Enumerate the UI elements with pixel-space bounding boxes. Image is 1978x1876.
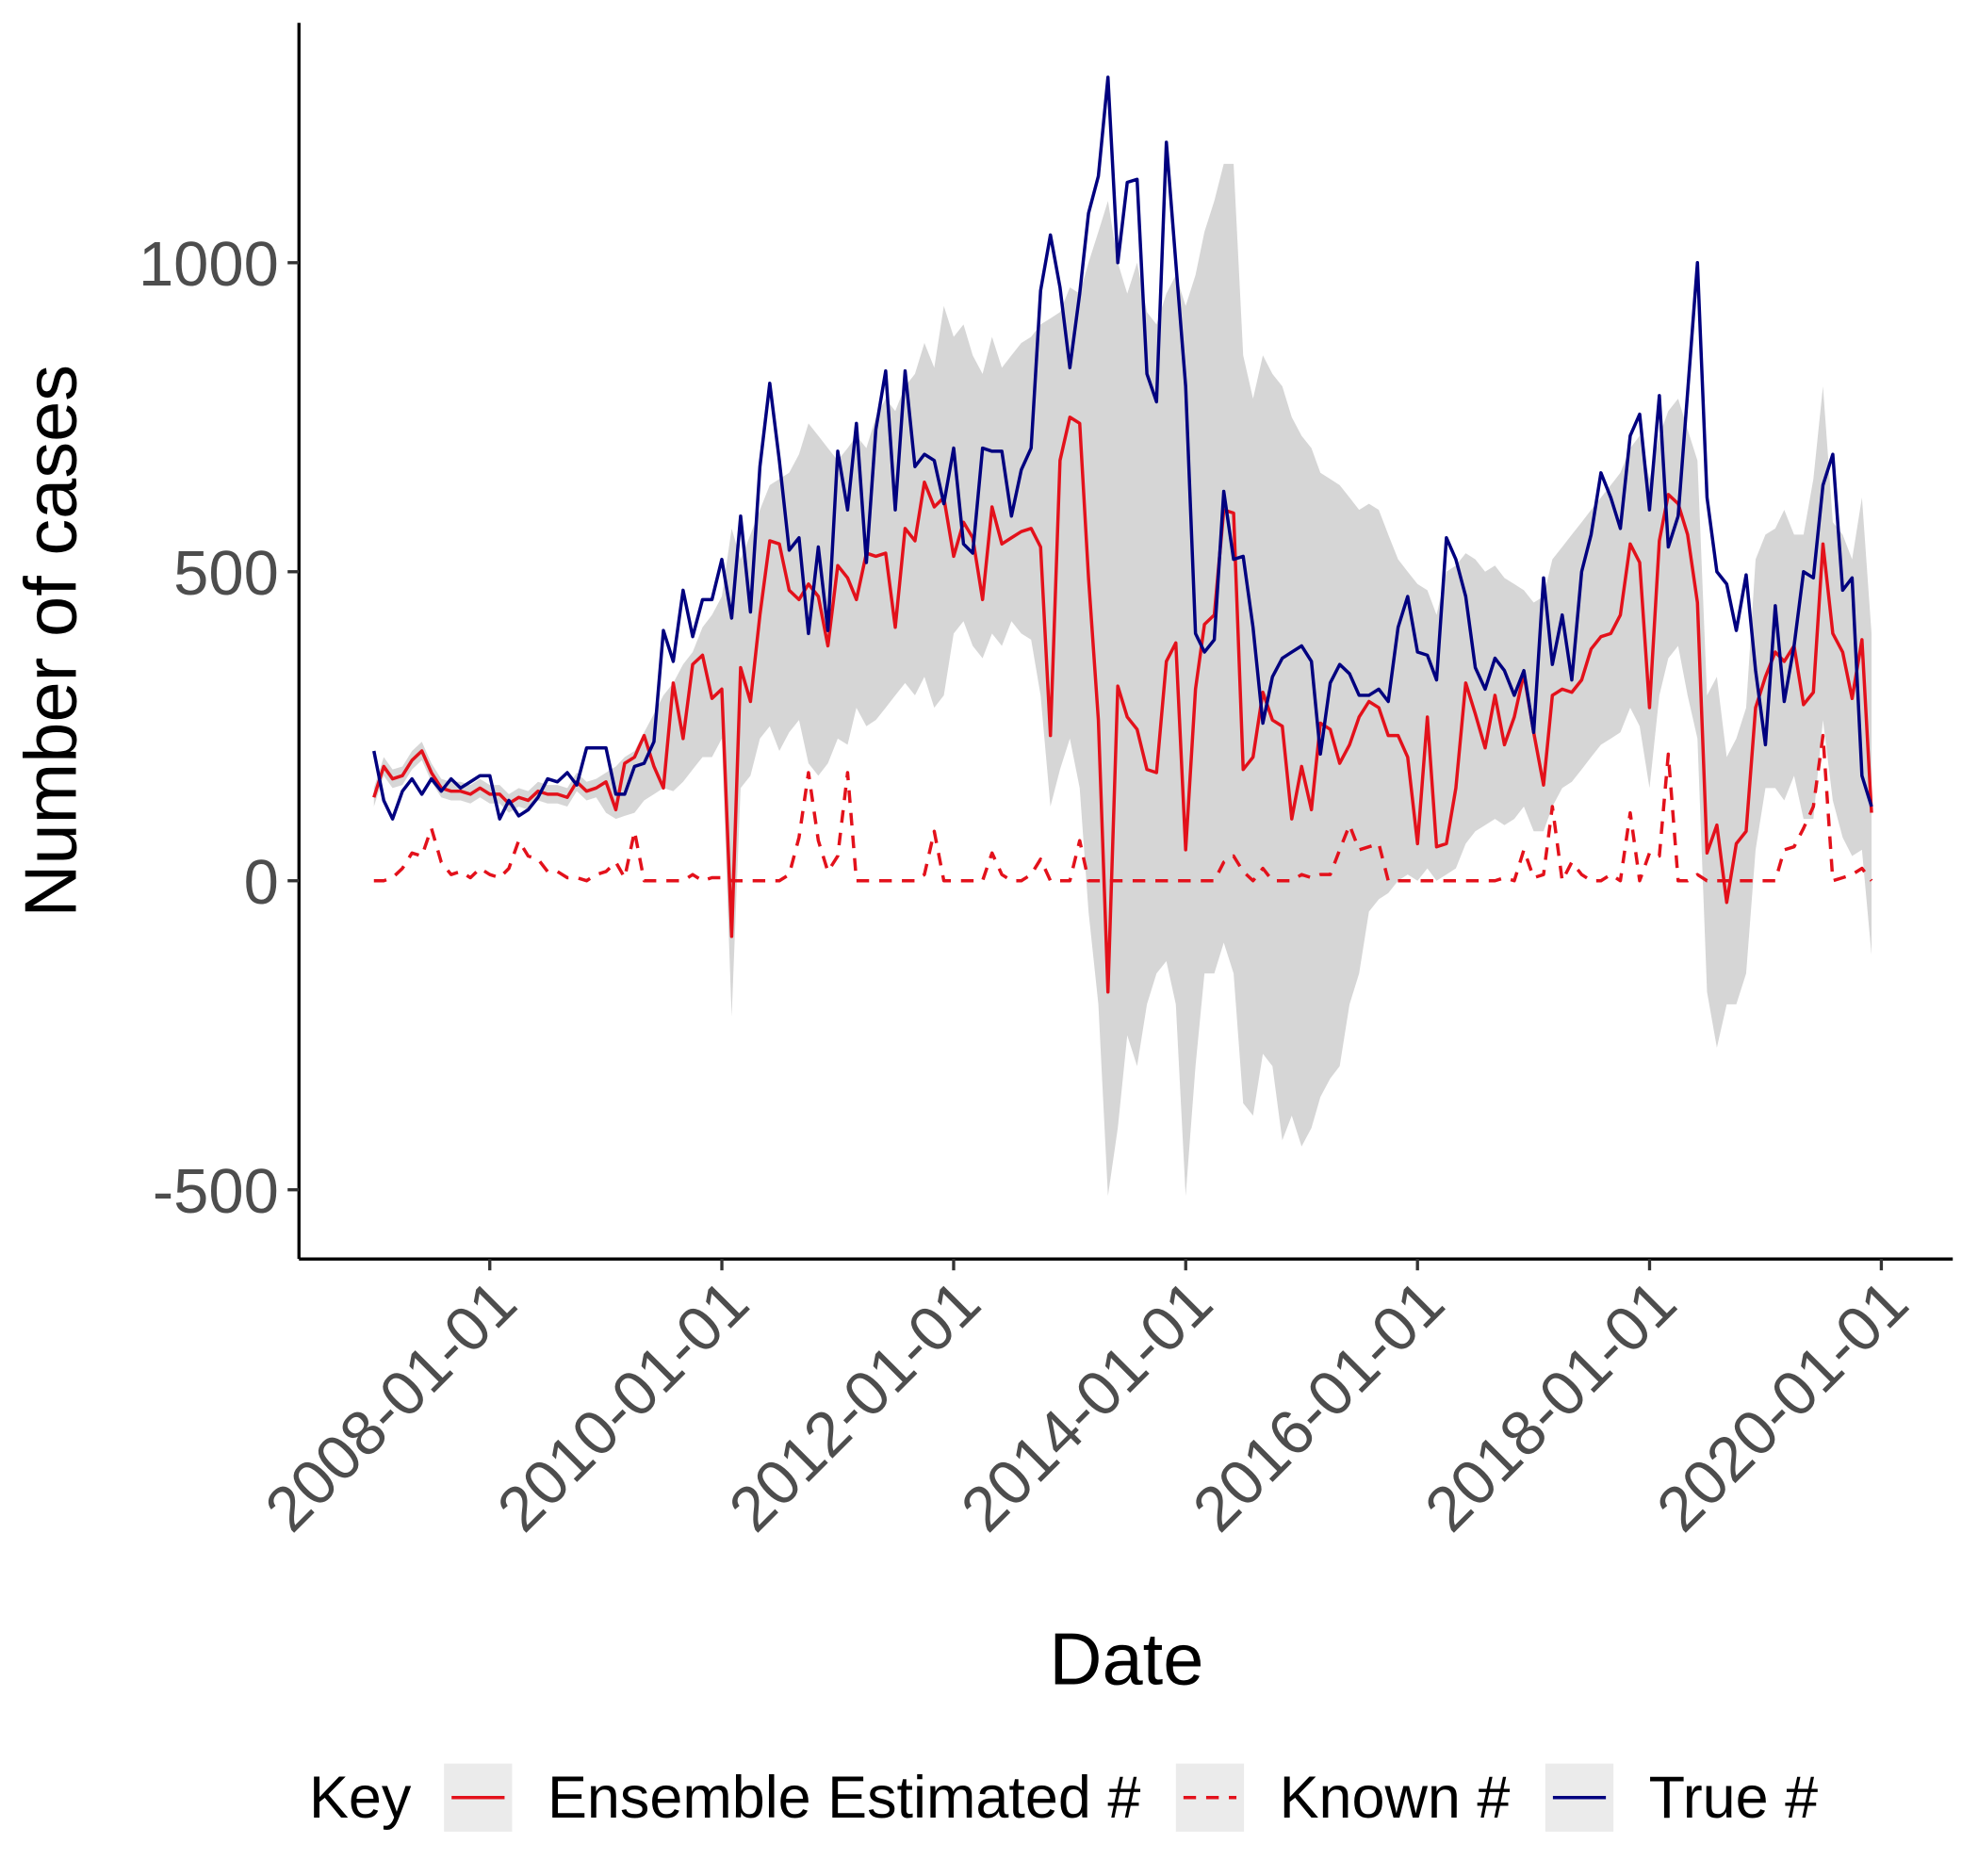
x-tick-label: 2020-01-01 [1643, 1267, 1921, 1545]
y-tick-label: 500 [173, 538, 279, 609]
x-tick-label: 2008-01-01 [252, 1267, 530, 1545]
series-line [372, 75, 1873, 821]
legend-title: Key [309, 1765, 412, 1831]
y-tick-label: 0 [244, 847, 279, 918]
series-line [373, 733, 1873, 883]
y-tick-label: 1000 [139, 229, 279, 300]
legend-label: Known # [1280, 1765, 1511, 1831]
x-tick-label: 2014-01-01 [948, 1267, 1226, 1545]
legend-label: Ensemble Estimated # [548, 1765, 1140, 1831]
x-axis-title: Date [1049, 1619, 1203, 1700]
confidence-band [373, 163, 1872, 1197]
x-tick-label: 2016-01-01 [1180, 1267, 1458, 1545]
x-tick-label: 2012-01-01 [716, 1267, 994, 1545]
legend-label: True # [1649, 1765, 1818, 1831]
series-line [372, 416, 1873, 994]
y-axis-title: Number of cases [10, 365, 91, 918]
x-tick-label: 2018-01-01 [1412, 1267, 1690, 1545]
y-tick-label: -500 [153, 1156, 279, 1227]
x-tick-label: 2010-01-01 [484, 1267, 762, 1545]
